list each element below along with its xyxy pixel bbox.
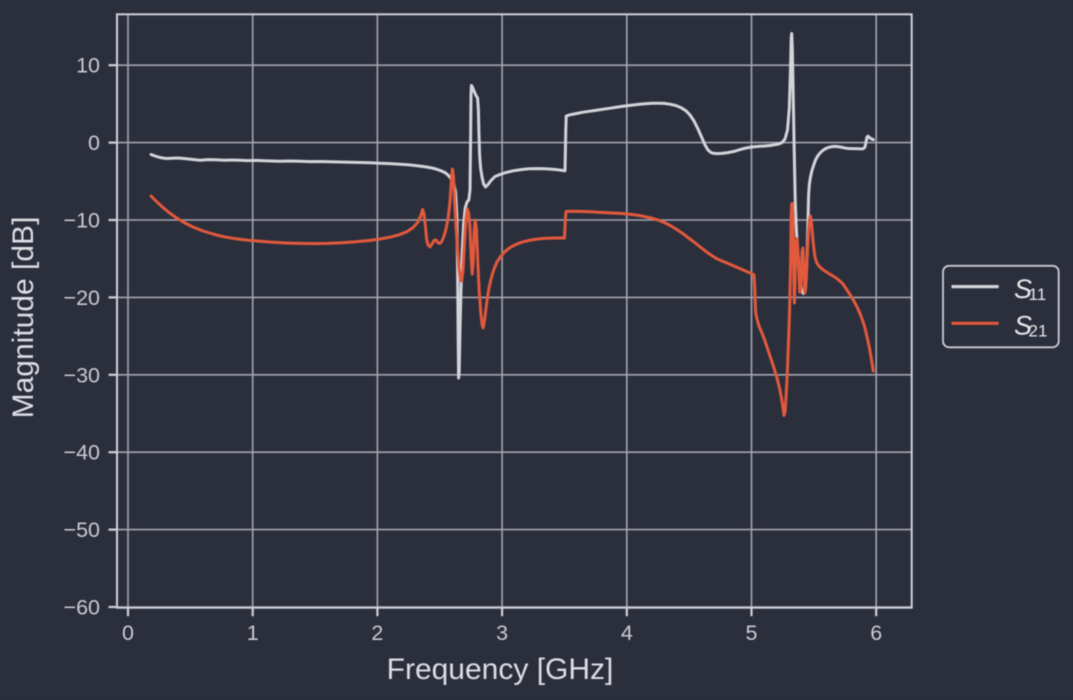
svg-text:2: 2 (371, 621, 383, 645)
svg-text:0: 0 (122, 621, 134, 645)
svg-text:21: 21 (1029, 322, 1048, 341)
svg-text:10: 10 (76, 54, 100, 78)
svg-text:11: 11 (1029, 285, 1047, 304)
svg-text:5: 5 (746, 621, 758, 645)
svg-text:S: S (1014, 311, 1032, 341)
svg-text:S: S (1014, 274, 1032, 304)
svg-text:Magnitude [dB]: Magnitude [dB] (7, 217, 40, 419)
svg-text:−30: −30 (64, 363, 101, 387)
svg-text:−40: −40 (64, 441, 101, 465)
svg-text:3: 3 (496, 621, 508, 645)
svg-text:−10: −10 (64, 209, 101, 233)
svg-text:−20: −20 (64, 286, 101, 310)
svg-text:4: 4 (621, 621, 633, 645)
svg-text:−60: −60 (64, 596, 101, 620)
svg-text:6: 6 (870, 621, 882, 645)
svg-text:1: 1 (247, 621, 259, 645)
svg-text:Frequency [GHz]: Frequency [GHz] (387, 653, 614, 686)
svg-text:0: 0 (88, 131, 100, 155)
svg-text:−50: −50 (64, 518, 101, 542)
